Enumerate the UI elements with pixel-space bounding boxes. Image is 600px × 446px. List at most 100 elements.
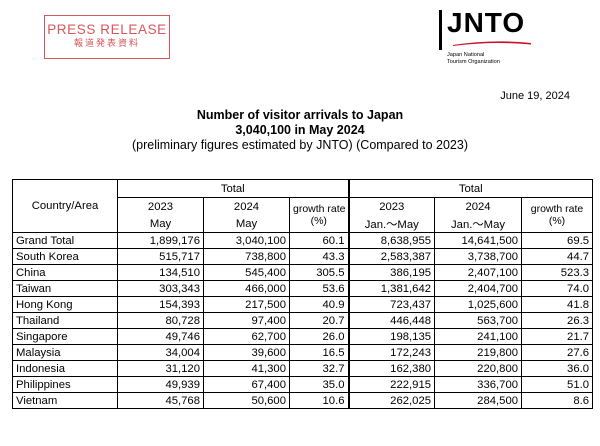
value-cell: 162,380 <box>347 360 436 377</box>
jnto-logo: JNTO Japan National Tourism Organization <box>439 8 539 68</box>
value-cell: 3,738,700 <box>434 248 523 265</box>
value-cell: 45,768 <box>117 392 204 409</box>
press-release-label: PRESS RELEASE <box>47 22 167 37</box>
value-cell: 2,583,387 <box>347 248 436 265</box>
value-cell: 386,195 <box>347 264 436 281</box>
header-growth-label: growth rate <box>293 203 346 215</box>
header-group-may: Total <box>116 179 350 198</box>
value-cell: 26.0 <box>288 328 350 345</box>
value-cell: 60.1 <box>288 232 350 249</box>
value-cell: 523.3 <box>521 264 594 281</box>
header-group-janmay: Total <box>347 179 594 198</box>
header-may-2023: 2023 <box>117 197 204 215</box>
value-cell: 305.5 <box>288 264 350 281</box>
country-cell: Malaysia <box>12 344 118 361</box>
header-ytd-2024-period: Jan.～May <box>434 215 523 233</box>
logo-swoosh-icon <box>453 41 531 46</box>
country-cell: Thailand <box>12 312 118 329</box>
header-may-2024: 2024 <box>203 197 290 215</box>
country-cell: Indonesia <box>12 360 118 377</box>
value-cell: 219,800 <box>434 344 523 361</box>
header-may-2024-period: May <box>203 215 290 233</box>
table-row: Taiwan 303,343 466,000 53.6 1,381,642 2,404,7… <box>12 280 594 297</box>
value-cell: 43.3 <box>288 248 350 265</box>
value-cell: 50,600 <box>203 392 290 409</box>
header-ytd-2024: 2024 <box>434 197 523 215</box>
value-cell: 198,135 <box>347 328 436 345</box>
country-cell: Singapore <box>12 328 118 345</box>
country-cell: Taiwan <box>12 280 118 297</box>
header-growth-unit: (%) <box>310 215 327 227</box>
value-cell: 97,400 <box>203 312 290 329</box>
value-cell: 220,800 <box>434 360 523 377</box>
country-cell: Hong Kong <box>12 296 118 313</box>
value-cell: 1,899,176 <box>117 232 204 249</box>
value-cell: 172,243 <box>347 344 436 361</box>
value-cell: 44.7 <box>521 248 594 265</box>
release-date: June 19, 2024 <box>500 90 570 102</box>
press-release-label-ja: 報道発表資料 <box>73 38 140 48</box>
table-row: Hong Kong 154,393 217,500 40.9 723,437 1,025,… <box>12 296 594 313</box>
value-cell: 446,448 <box>347 312 436 329</box>
table-row: China 134,510 545,400 305.5 386,195 2,407,100… <box>12 264 594 281</box>
value-cell: 41,300 <box>203 360 290 377</box>
value-cell: 336,700 <box>434 376 523 393</box>
country-cell: South Korea <box>12 248 118 265</box>
logo-bar <box>439 10 442 50</box>
value-cell: 51.0 <box>521 376 594 393</box>
value-cell: 563,700 <box>434 312 523 329</box>
value-cell: 49,746 <box>117 328 204 345</box>
table-row: South Korea 515,717 738,800 43.3 2,583,387 3,… <box>12 248 594 265</box>
logo-subtitle: Japan National Tourism Organization <box>447 52 500 65</box>
value-cell: 466,000 <box>203 280 290 297</box>
value-cell: 36.0 <box>521 360 594 377</box>
value-cell: 10.6 <box>288 392 350 409</box>
document-title: Number of visitor arrivals to Japan <box>196 108 404 122</box>
value-cell: 39,600 <box>203 344 290 361</box>
table-row: Grand Total 1,899,176 3,040,100 60.1 8,638,9… <box>12 232 594 249</box>
table-row: Thailand 80,728 97,400 20.7 446,448 563,700 26… <box>12 312 594 329</box>
value-cell: 8.6 <box>521 392 594 409</box>
value-cell: 74.0 <box>521 280 594 297</box>
value-cell: 2,407,100 <box>434 264 523 281</box>
value-cell: 34,004 <box>117 344 204 361</box>
press-release-badge: PRESS RELEASE 報道発表資料 <box>44 15 170 59</box>
country-cell: Grand Total <box>12 232 118 249</box>
value-cell: 262,025 <box>347 392 436 409</box>
value-cell: 69.5 <box>521 232 594 249</box>
country-cell: China <box>12 264 118 281</box>
value-cell: 27.6 <box>521 344 594 361</box>
value-cell: 222,915 <box>347 376 436 393</box>
logo-subtitle-line2: Tourism Organization <box>447 58 500 65</box>
value-cell: 515,717 <box>117 248 204 265</box>
value-cell: 8,638,955 <box>347 232 436 249</box>
country-cell: Vietnam <box>12 392 118 409</box>
value-cell: 2,404,700 <box>434 280 523 297</box>
value-cell: 21.7 <box>521 328 594 345</box>
header-ytd-2023-period: Jan.～May <box>347 215 436 233</box>
table-row: Vietnam 45,768 50,600 10.6 262,025 284,500 8.6 <box>12 392 594 409</box>
value-cell: 53.6 <box>288 280 350 297</box>
header-may-growth: growth rate (%) <box>288 197 350 233</box>
value-cell: 49,939 <box>117 376 204 393</box>
value-cell: 14,641,500 <box>434 232 523 249</box>
value-cell: 26.3 <box>521 312 594 329</box>
value-cell: 217,500 <box>203 296 290 313</box>
table-row: Singapore 49,746 62,700 26.0 198,135 241,100 2… <box>12 328 594 345</box>
header-growth-unit: (%) <box>548 215 566 227</box>
value-cell: 35.0 <box>288 376 350 393</box>
value-cell: 32.7 <box>288 360 350 377</box>
value-cell: 1,025,600 <box>434 296 523 313</box>
value-cell: 154,393 <box>117 296 204 313</box>
table-row: Philippines 49,939 67,400 35.0 222,915 336,70… <box>12 376 594 393</box>
header-growth-label: growth rate <box>530 203 584 215</box>
value-cell: 241,100 <box>434 328 523 345</box>
value-cell: 723,437 <box>347 296 436 313</box>
document-headline-figure: 3,040,100 in May 2024 <box>235 123 365 137</box>
header-ytd-growth: growth rate (%) <box>521 197 594 233</box>
value-cell: 284,500 <box>434 392 523 409</box>
country-cell: Philippines <box>12 376 118 393</box>
header-may-2023-period: May <box>117 215 204 233</box>
value-cell: 16.5 <box>288 344 350 361</box>
value-cell: 545,400 <box>203 264 290 281</box>
